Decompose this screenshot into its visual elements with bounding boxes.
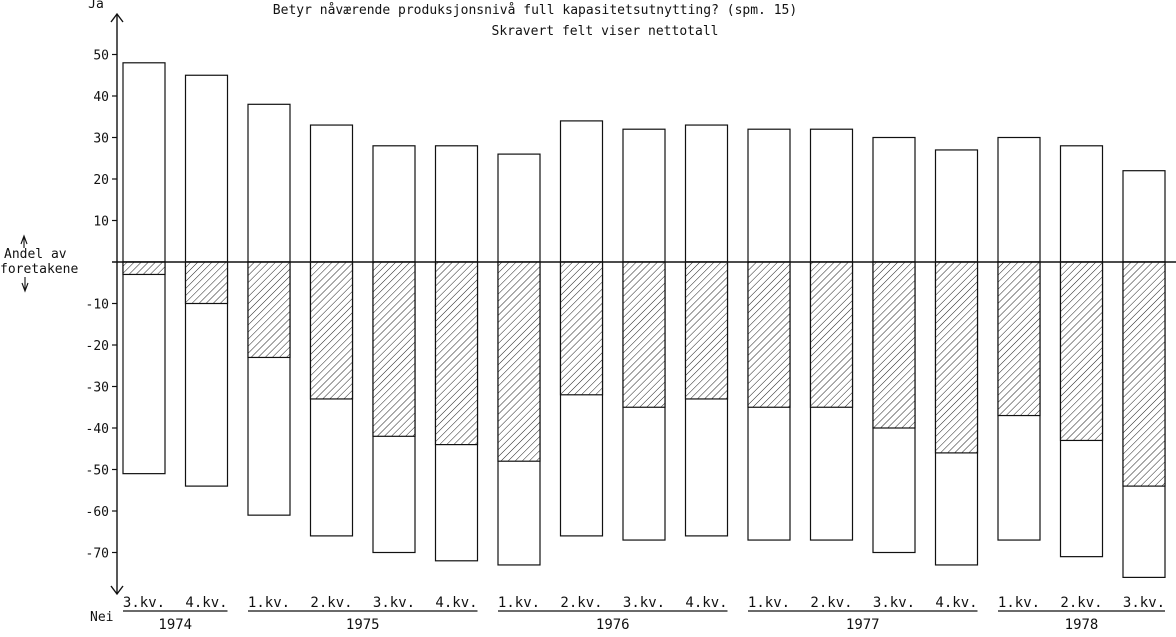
bar-netto bbox=[934, 261, 979, 454]
x-tick-label: 2.kv. bbox=[1060, 595, 1102, 611]
bar-netto bbox=[684, 261, 729, 400]
bar-ja bbox=[309, 124, 354, 263]
x-tick-label: 4.kv. bbox=[685, 595, 727, 611]
bar-ja bbox=[747, 128, 791, 263]
bar-ja bbox=[622, 128, 666, 263]
bar-netto bbox=[497, 261, 541, 462]
y-tick-label: -30 bbox=[86, 381, 109, 396]
bar-netto bbox=[247, 261, 291, 359]
x-tick-label: 4.kv. bbox=[435, 595, 477, 611]
y-tick-label: 10 bbox=[93, 215, 109, 230]
chart-title: Betyr nåværende produksjonsnivå full kap… bbox=[273, 3, 797, 18]
bar-ja bbox=[872, 136, 916, 263]
y-axis-label-bottom: Nei bbox=[90, 610, 113, 625]
y-axis-label-middle-line-1: Andel av bbox=[4, 247, 67, 262]
x-tick-label: 2.kv. bbox=[560, 595, 602, 611]
bar-netto bbox=[1122, 261, 1166, 487]
x-tick-label: 1.kv. bbox=[748, 595, 790, 611]
bar-ja bbox=[809, 128, 854, 263]
y-tick-label: 50 bbox=[93, 49, 109, 64]
bar-netto bbox=[309, 261, 354, 400]
bar-netto bbox=[434, 261, 479, 446]
year-label: 1977 bbox=[846, 617, 880, 633]
y-tick-label: 20 bbox=[93, 173, 109, 188]
bar-ja bbox=[184, 74, 229, 263]
bars bbox=[122, 62, 1166, 578]
bar-ja bbox=[372, 145, 416, 263]
bar-netto bbox=[184, 261, 229, 305]
y-axis-label-middle-line-2: foretakene bbox=[0, 262, 78, 277]
y-middle-down-arrow bbox=[21, 277, 29, 293]
bar-netto bbox=[122, 261, 166, 276]
year-label: 1976 bbox=[596, 617, 630, 633]
y-axis: 50 40 30 20 10 -10 -20 -30 -40 -50 -60 -70 bbox=[20, 12, 124, 596]
bar-netto bbox=[872, 261, 916, 429]
x-tick-label: 2.kv. bbox=[310, 595, 352, 611]
x-tick-label: 3.kv. bbox=[123, 595, 165, 611]
y-tick-label: 40 bbox=[93, 90, 109, 105]
bar-ja bbox=[684, 124, 729, 263]
x-tick-label: 3.kv. bbox=[373, 595, 415, 611]
y-tick-label: -60 bbox=[86, 505, 109, 520]
year-label: 1978 bbox=[1065, 617, 1099, 633]
bar-netto bbox=[559, 261, 604, 396]
x-tick-label: 3.kv. bbox=[623, 595, 665, 611]
bar-netto bbox=[372, 261, 416, 437]
bar-ja bbox=[997, 136, 1041, 263]
year-label: 1975 bbox=[346, 617, 380, 633]
y-axis-label-top: Ja bbox=[88, 0, 104, 12]
y-axis-arrow-top bbox=[110, 12, 124, 23]
bar-netto bbox=[747, 261, 791, 408]
x-tick-label: 1.kv. bbox=[248, 595, 290, 611]
bar-nei bbox=[122, 261, 166, 475]
bar-netto bbox=[1059, 261, 1104, 442]
x-tick-label: 2.kv. bbox=[810, 595, 852, 611]
y-tick-label: -70 bbox=[86, 547, 109, 562]
bar-netto bbox=[997, 261, 1041, 417]
y-middle-up-arrow bbox=[20, 234, 28, 248]
bar-ja bbox=[559, 120, 604, 263]
x-tick-label: 3.kv. bbox=[1123, 595, 1165, 611]
bar-ja bbox=[122, 62, 166, 263]
y-tick-label: -20 bbox=[86, 339, 109, 354]
bar-ja bbox=[497, 153, 541, 263]
bar-ja bbox=[434, 145, 479, 263]
y-axis-arrow-bottom bbox=[110, 585, 124, 596]
x-tick-label: 1.kv. bbox=[998, 595, 1040, 611]
bar-ja bbox=[1059, 145, 1104, 263]
chart-subtitle: Skravert felt viser nettotall bbox=[492, 24, 719, 39]
bar-ja bbox=[1122, 170, 1166, 263]
x-tick-label: 4.kv. bbox=[185, 595, 227, 611]
y-tick-label: -40 bbox=[86, 422, 109, 437]
x-axis-labels: 3.kv. 4.kv. 1.kv. 2.kv. 3.kv. 4.kv. 1.kv. 2.kv.… bbox=[123, 595, 1165, 633]
bar-netto bbox=[622, 261, 666, 408]
bar-ja bbox=[247, 103, 291, 263]
x-tick-label: 3.kv. bbox=[873, 595, 915, 611]
x-tick-label: 1.kv. bbox=[498, 595, 540, 611]
bar-netto bbox=[809, 261, 854, 408]
y-tick-label: 30 bbox=[93, 132, 109, 147]
x-tick-label: 4.kv. bbox=[935, 595, 977, 611]
y-tick-label: -50 bbox=[86, 464, 109, 479]
bar-ja bbox=[934, 149, 979, 263]
year-label: 1974 bbox=[158, 617, 192, 633]
y-tick-label: -10 bbox=[86, 298, 109, 313]
